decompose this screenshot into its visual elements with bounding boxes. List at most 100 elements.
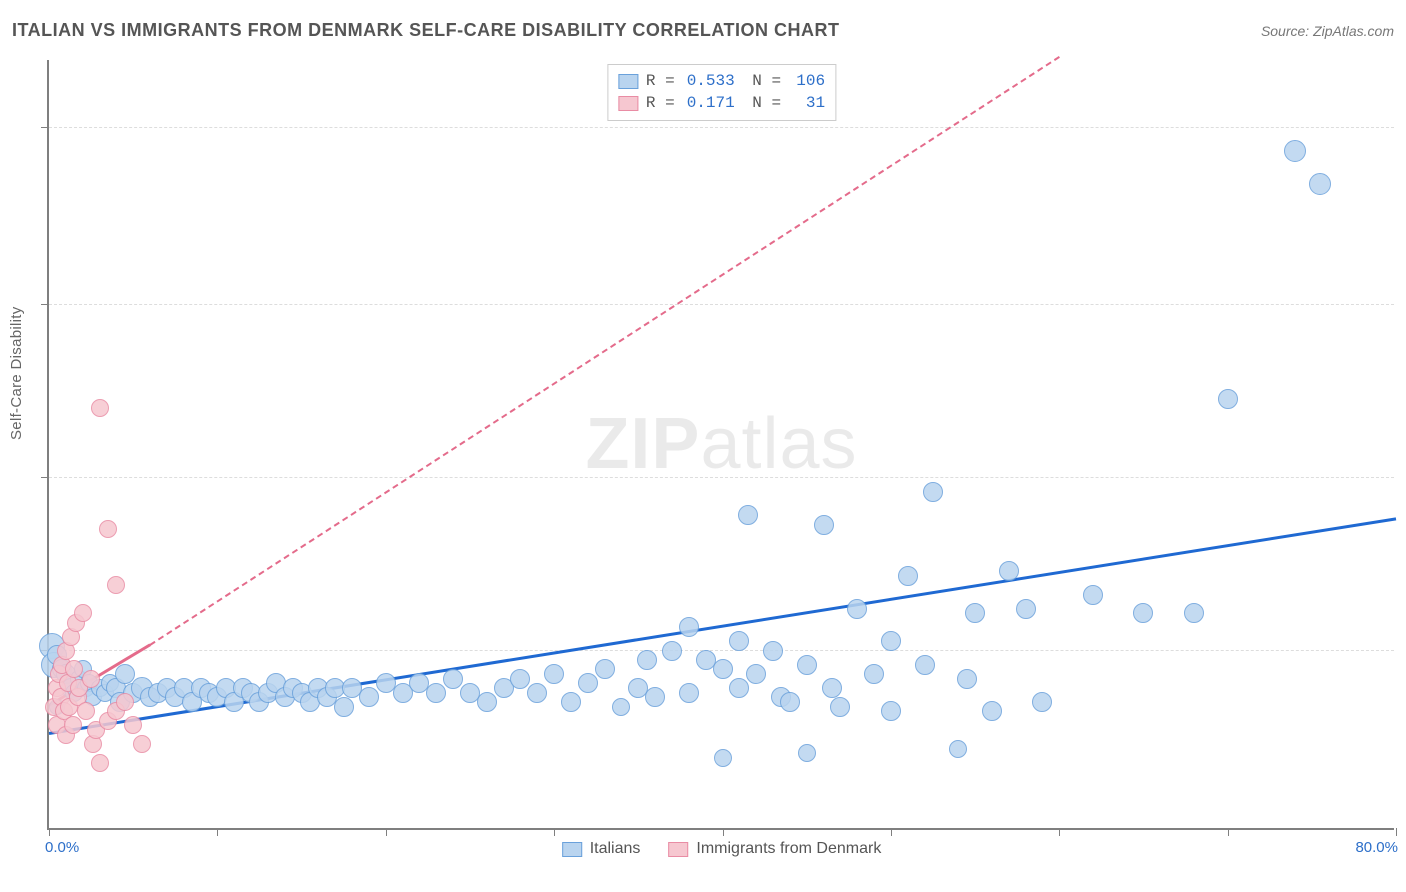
scatter-point	[612, 698, 630, 716]
watermark-thin: atlas	[700, 404, 857, 484]
x-end-label: 80.0%	[1355, 839, 1398, 856]
scatter-point	[662, 641, 682, 661]
swatch-series-2-bottom	[668, 842, 688, 857]
scatter-point	[1016, 599, 1036, 619]
scatter-point	[359, 687, 379, 707]
scatter-point	[561, 692, 581, 712]
scatter-point	[133, 735, 151, 753]
scatter-point	[107, 576, 125, 594]
scatter-point	[334, 697, 354, 717]
source-label: Source: ZipAtlas.com	[1261, 23, 1394, 39]
scatter-point	[1309, 173, 1331, 195]
x-tick	[1228, 828, 1229, 836]
scatter-point	[595, 659, 615, 679]
legend-item-2: Immigrants from Denmark	[668, 840, 881, 858]
title-bar: ITALIAN VS IMMIGRANTS FROM DENMARK SELF-…	[12, 20, 1394, 41]
stat-r-1: 0.533	[683, 70, 735, 92]
scatter-point	[65, 660, 83, 678]
watermark-bold: ZIP	[585, 404, 700, 484]
scatter-point	[898, 566, 918, 586]
stat-n-2: 31	[789, 92, 825, 114]
scatter-point	[64, 716, 82, 734]
x-tick	[1059, 828, 1060, 836]
legend-series: Italians Immigrants from Denmark	[562, 840, 882, 858]
x-tick	[554, 828, 555, 836]
scatter-point	[679, 617, 699, 637]
scatter-point	[645, 687, 665, 707]
grid-line	[49, 477, 1394, 478]
y-axis-label: Self-Care Disability	[8, 306, 25, 440]
legend-stats: R = 0.533 N = 106 R = 0.171 N = 31	[607, 64, 836, 121]
legend-item-1: Italians	[562, 840, 641, 858]
grid-line	[49, 127, 1394, 128]
scatter-point	[510, 669, 530, 689]
scatter-point	[915, 655, 935, 675]
scatter-point	[578, 673, 598, 693]
grid-line	[49, 304, 1394, 305]
scatter-point	[982, 701, 1002, 721]
scatter-point	[82, 670, 100, 688]
scatter-point	[798, 744, 816, 762]
scatter-point	[738, 505, 758, 525]
scatter-point	[1218, 389, 1238, 409]
plot-area: ZIPatlas R = 0.533 N = 106 R = 0.171 N =…	[47, 60, 1394, 830]
x-tick	[217, 828, 218, 836]
swatch-series-1	[618, 74, 638, 89]
scatter-point	[99, 520, 117, 538]
chart-title: ITALIAN VS IMMIGRANTS FROM DENMARK SELF-…	[12, 20, 839, 41]
scatter-point	[77, 702, 95, 720]
scatter-point	[1083, 585, 1103, 605]
scatter-point	[822, 678, 842, 698]
scatter-point	[797, 655, 817, 675]
scatter-point	[746, 664, 766, 684]
scatter-point	[124, 716, 142, 734]
stat-r-2: 0.171	[683, 92, 735, 114]
scatter-point	[116, 693, 134, 711]
y-tick	[41, 304, 49, 305]
stat-n-label: N =	[743, 92, 781, 114]
scatter-point	[814, 515, 834, 535]
scatter-point	[426, 683, 446, 703]
scatter-point	[999, 561, 1019, 581]
y-tick-label: 3.8%	[1399, 643, 1406, 660]
chart-container: ITALIAN VS IMMIGRANTS FROM DENMARK SELF-…	[0, 0, 1406, 892]
scatter-point	[679, 683, 699, 703]
scatter-point	[881, 631, 901, 651]
grid-line	[49, 650, 1394, 651]
legend-label-2: Immigrants from Denmark	[696, 840, 881, 858]
watermark-text: ZIPatlas	[585, 403, 857, 485]
scatter-point	[923, 482, 943, 502]
scatter-point	[637, 650, 657, 670]
scatter-point	[864, 664, 884, 684]
scatter-point	[847, 599, 867, 619]
scatter-point	[1133, 603, 1153, 623]
stat-r-label: R =	[646, 92, 675, 114]
scatter-point	[1032, 692, 1052, 712]
x-tick	[386, 828, 387, 836]
scatter-point	[91, 399, 109, 417]
y-tick-label: 15.0%	[1399, 120, 1406, 137]
x-tick	[1396, 828, 1397, 836]
scatter-point	[830, 697, 850, 717]
scatter-point	[74, 604, 92, 622]
x-start-label: 0.0%	[45, 839, 79, 856]
legend-label-1: Italians	[590, 840, 641, 858]
scatter-point	[957, 669, 977, 689]
x-tick	[49, 828, 50, 836]
scatter-point	[965, 603, 985, 623]
swatch-series-2	[618, 96, 638, 111]
scatter-point	[713, 659, 733, 679]
scatter-point	[714, 749, 732, 767]
scatter-point	[1184, 603, 1204, 623]
scatter-point	[1284, 140, 1306, 162]
scatter-point	[729, 631, 749, 651]
y-tick-label: 7.5%	[1399, 470, 1406, 487]
stat-n-1: 106	[789, 70, 825, 92]
scatter-point	[763, 641, 783, 661]
scatter-point	[477, 692, 497, 712]
trend-line-dashed	[149, 56, 1059, 646]
y-tick-label: 11.2%	[1399, 297, 1406, 314]
scatter-point	[527, 683, 547, 703]
legend-stats-row-2: R = 0.171 N = 31	[618, 92, 825, 114]
x-tick	[723, 828, 724, 836]
